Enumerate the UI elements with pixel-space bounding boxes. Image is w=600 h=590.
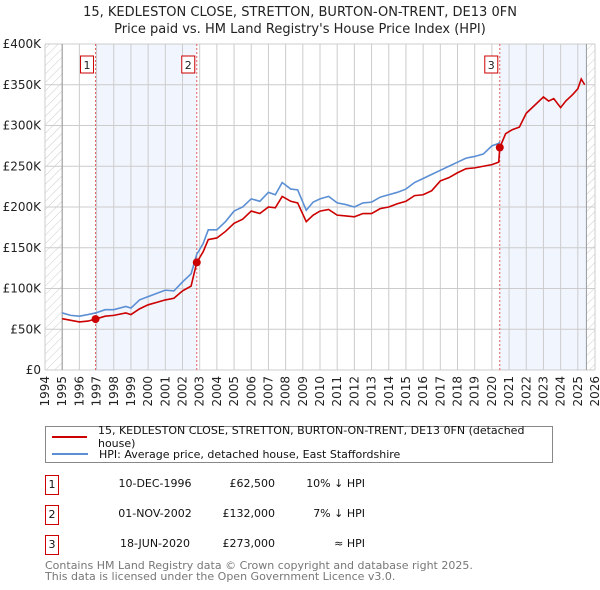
y-tick-label: £250K	[3, 159, 43, 173]
y-tick-label: £150K	[3, 241, 43, 255]
sale-label-box	[80, 55, 95, 74]
y-tick-label: £0	[26, 363, 41, 377]
y-tick-label: £100K	[3, 282, 43, 296]
x-tick-label: 2010	[313, 376, 327, 407]
x-tick-label: 2001	[158, 376, 172, 407]
sale-price: £132,000	[222, 507, 276, 520]
x-tick-label: 1996	[72, 376, 86, 407]
x-tick-label: 2020	[485, 376, 499, 407]
x-tick-label: 2024	[554, 376, 568, 407]
x-tick-label: 1998	[107, 376, 121, 407]
legend-label: HPI: Average price, detached house, East…	[99, 447, 401, 461]
legend-item-hpi: HPI: Average price, detached house, East…	[52, 446, 400, 462]
sale-date: 01-NOV-2002	[118, 507, 192, 520]
sale-label-box	[484, 55, 499, 74]
price-chart: 1994 1995 1996 1997 1998 1999 2000 2001 2002 2003…	[3, 37, 600, 407]
x-tick-label: 2005	[227, 376, 241, 407]
x-tick-label: 2026	[588, 376, 600, 407]
footer: Contains HM Land Registry data © Crown c…	[45, 560, 473, 582]
blue-line-swatch	[52, 453, 88, 455]
x-tick-label: 2019	[468, 376, 482, 407]
x-tick-label: 2021	[502, 376, 516, 407]
sale-price: £62,500	[229, 477, 276, 490]
y-tick-label: £200K	[3, 200, 43, 214]
x-tick-label: 2008	[279, 376, 293, 407]
x-tick-label: 2016	[416, 376, 430, 407]
sale-point	[91, 315, 100, 324]
x-tick-label: 2022	[519, 376, 533, 407]
x-tick-label: 2004	[210, 376, 224, 407]
sale-hpi-diff: 10% ↓ HPI	[306, 477, 365, 490]
sale-marker-badge: 1	[45, 475, 59, 495]
sale-label: 3	[488, 59, 495, 72]
sale-date: 18-JUN-2020	[119, 537, 191, 550]
chart-title: 15, KEDLESTON CLOSE, STRETTON, BURTON-ON…	[0, 4, 600, 38]
x-tick-label: 2002	[176, 376, 190, 407]
sale-point	[495, 143, 504, 152]
x-tick-label: 2025	[571, 376, 585, 407]
sale-marker-badge: 3	[45, 535, 59, 555]
x-tick-label: 2011	[330, 376, 344, 407]
sale-hpi-diff: ≈ HPI	[334, 537, 365, 550]
title-line: 15, KEDLESTON CLOSE, STRETTON, BURTON-ON…	[83, 5, 517, 20]
sale-label: 1	[84, 59, 91, 72]
x-tick-label: 2018	[451, 376, 465, 407]
x-tick-label: 2007	[261, 376, 275, 407]
x-tick-label: 2006	[244, 376, 258, 407]
x-tick-label: 2000	[141, 376, 155, 407]
x-tick-label: 1994	[38, 376, 52, 407]
sale-hpi-diff: 7% ↓ HPI	[313, 507, 365, 520]
red-line-swatch	[52, 436, 87, 438]
series-line	[62, 77, 586, 323]
x-tick-label: 1995	[55, 376, 69, 407]
sale-label: 2	[185, 59, 192, 72]
y-tick-label: £350K	[3, 78, 43, 92]
x-tick-label: 1999	[124, 376, 138, 407]
footer-licence: This data is licensed under the Open Gov…	[45, 570, 396, 583]
x-tick-label: 2015	[399, 376, 413, 407]
x-tick-label: 2003	[193, 376, 207, 407]
legend-item-property: 15, KEDLESTON CLOSE, STRETTON, BURTON-ON…	[52, 424, 552, 450]
y-tick-label: £400K	[3, 37, 43, 51]
subtitle-line: Price paid vs. HM Land Registry's House …	[114, 22, 486, 37]
x-tick-label: 2017	[433, 376, 447, 407]
sale-point	[192, 258, 201, 267]
sale-label-box	[181, 55, 196, 74]
x-tick-label: 2009	[296, 376, 310, 407]
x-tick-label: 2014	[382, 376, 396, 407]
x-tick-label: 2012	[347, 376, 361, 407]
x-tick-label: 1997	[90, 376, 104, 407]
y-tick-label: £300K	[3, 119, 43, 133]
legend: 15, KEDLESTON CLOSE, STRETTON, BURTON-ON…	[45, 424, 553, 463]
footer-copyright: Contains HM Land Registry data © Crown c…	[45, 559, 473, 572]
sale-marker-badge: 2	[45, 505, 59, 525]
x-tick-label: 2013	[365, 376, 379, 407]
sale-date: 10-DEC-1996	[118, 477, 192, 490]
legend-label: 15, KEDLESTON CLOSE, STRETTON, BURTON-ON…	[97, 424, 525, 450]
x-tick-label: 2023	[536, 376, 550, 407]
series-line	[61, 141, 501, 318]
sale-price: £273,000	[222, 537, 276, 550]
y-tick-label: £50K	[10, 322, 42, 336]
